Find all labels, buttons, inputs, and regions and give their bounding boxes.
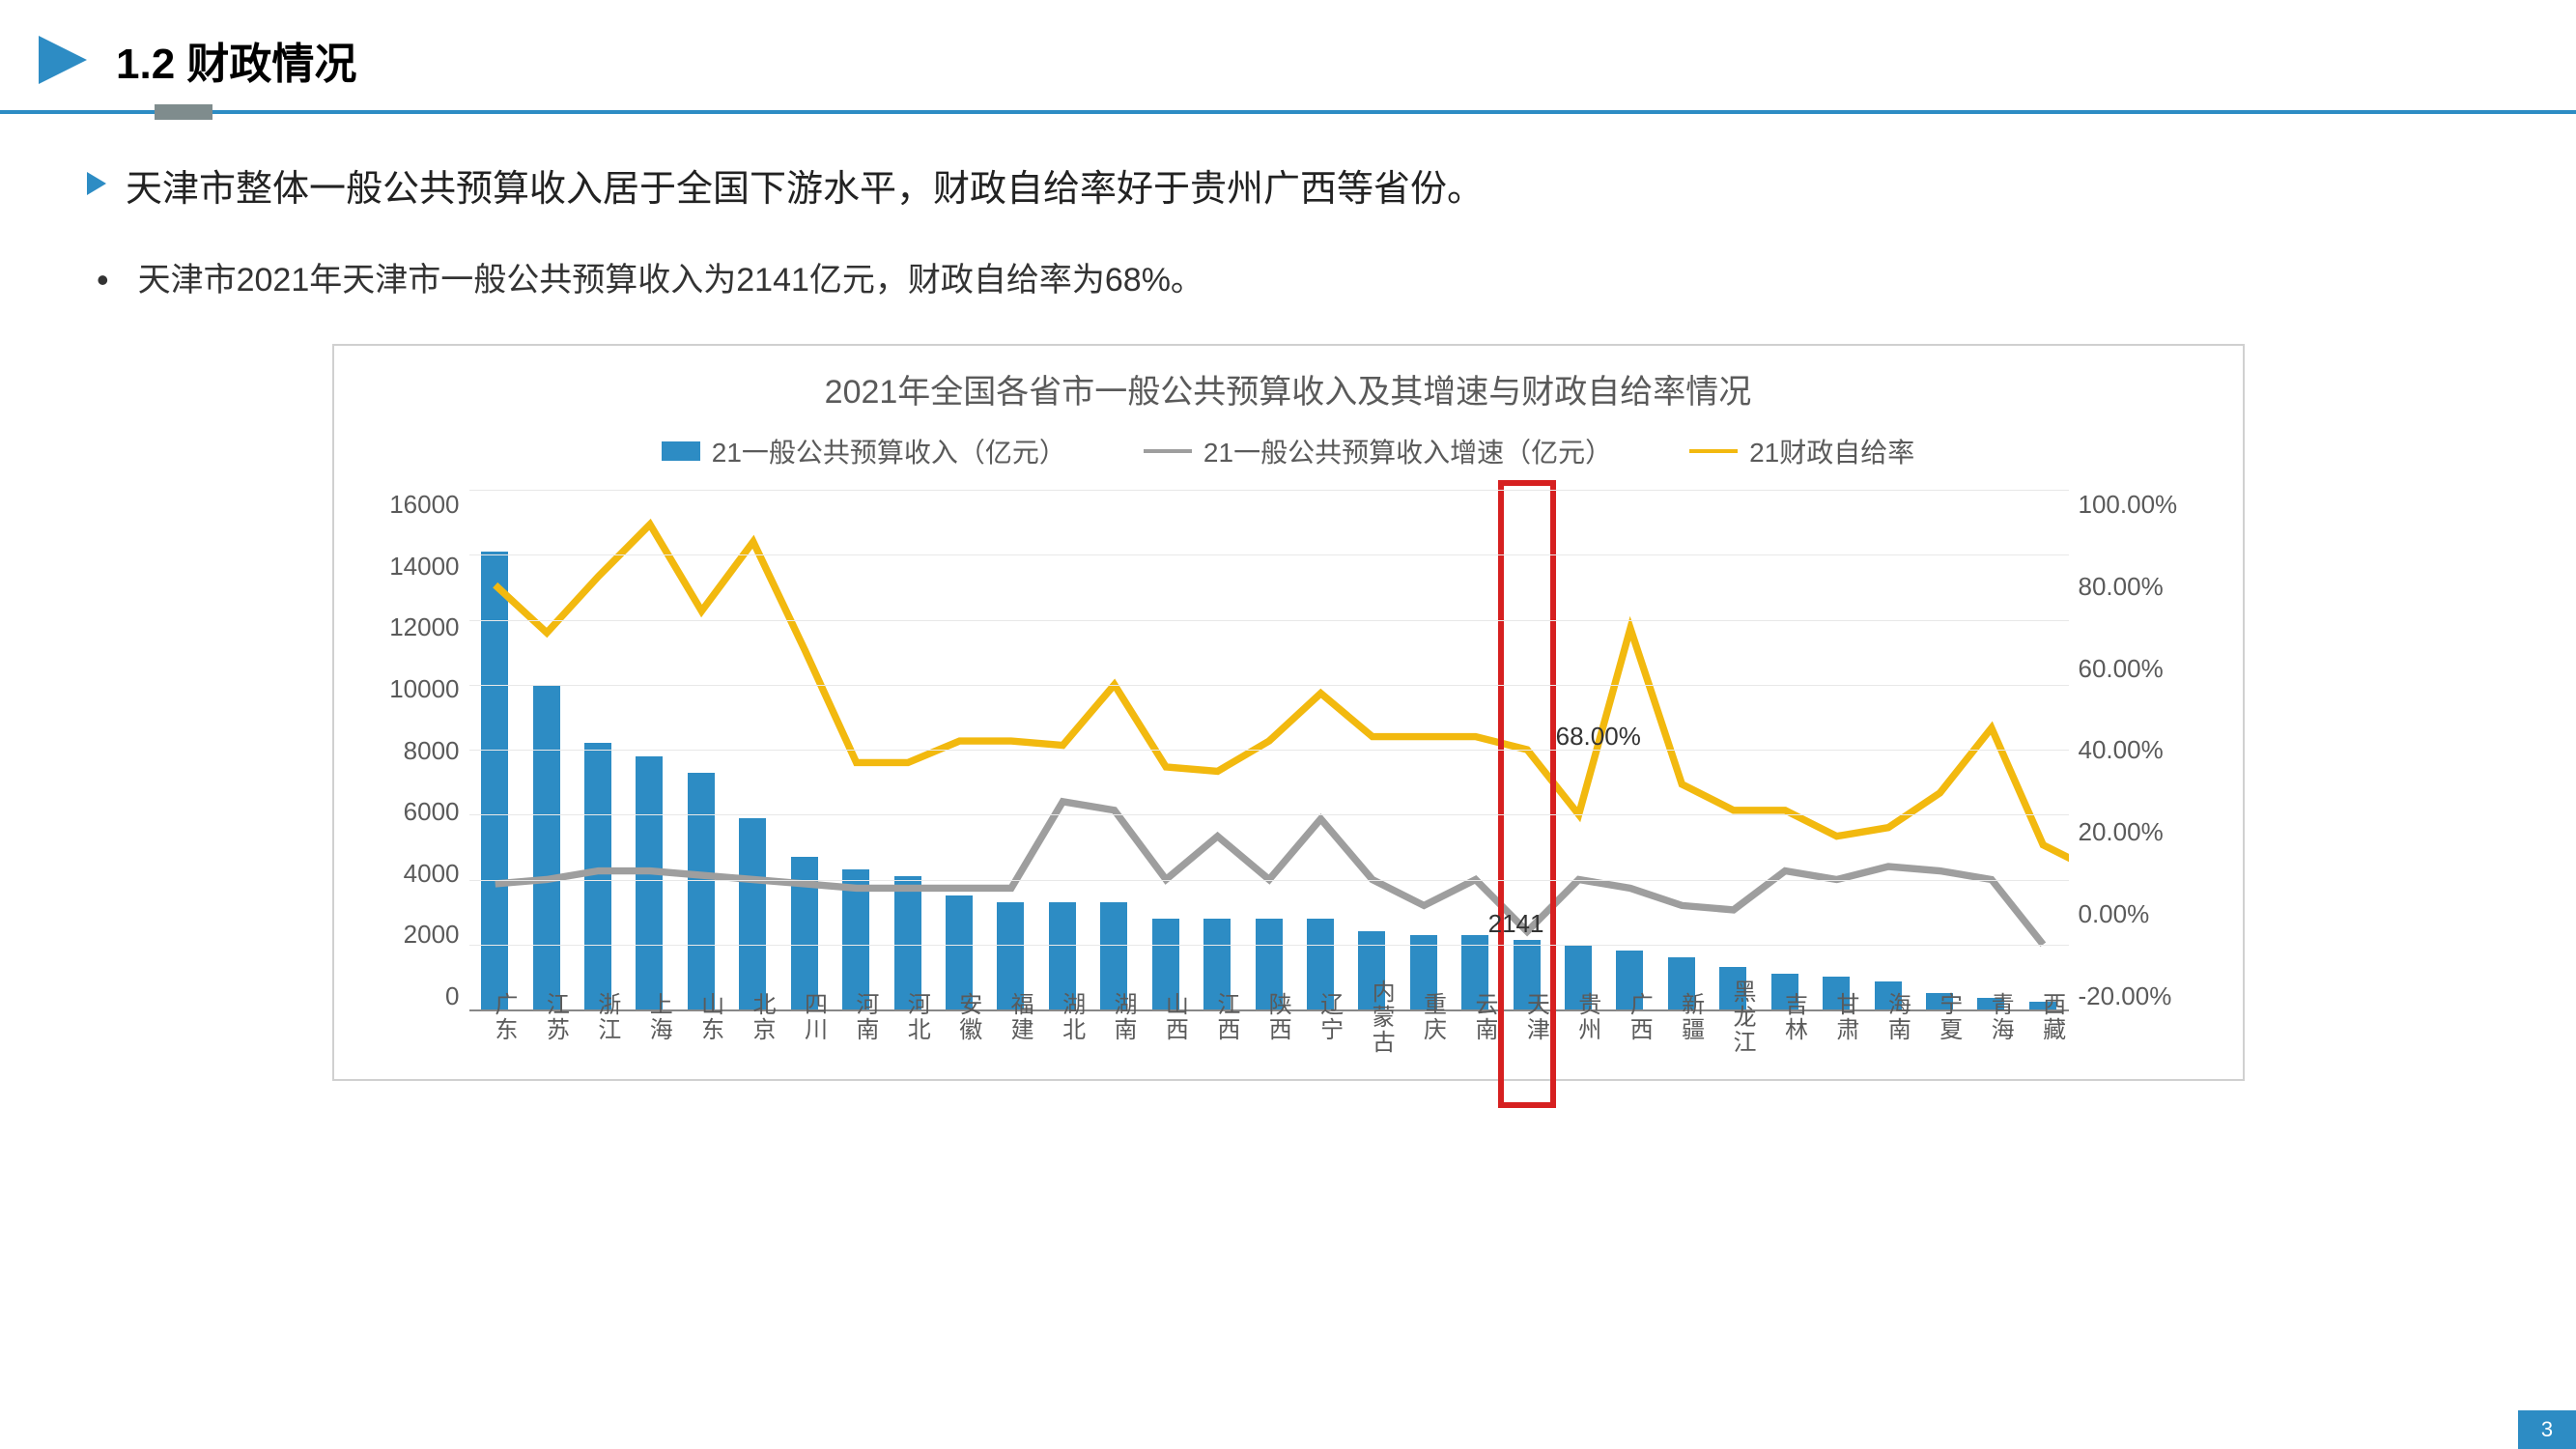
x-label: 山西	[1140, 972, 1191, 1055]
x-label: 重庆	[1398, 972, 1449, 1055]
grid-line	[469, 880, 2069, 881]
x-label: 贵州	[1552, 972, 1603, 1055]
y-right-tick: 40.00%	[2079, 735, 2214, 765]
x-label: 福建	[985, 972, 1036, 1055]
x-axis-labels: 广东江苏浙江上海山东北京四川河南河北安徽福建湖北湖南山西江西陕西辽宁内蒙古重庆云…	[469, 972, 2069, 1055]
y-right-tick: 100.00%	[2079, 490, 2214, 520]
x-label: 山东	[675, 972, 726, 1055]
x-label: 河南	[830, 972, 881, 1055]
x-label: 河北	[882, 972, 933, 1055]
y-left-tick: 2000	[363, 920, 460, 950]
y-right-tick: 80.00%	[2079, 572, 2214, 602]
y-axis-left: 16000 14000 12000 10000 8000 6000 4000 2000 0	[363, 490, 460, 1011]
x-label: 浙江	[572, 972, 623, 1055]
bullet-sub-row: • 天津市2021年天津市一般公共预算收入为2141亿元，财政自给率为68%。	[87, 256, 2489, 305]
chart-title: 2021年全国各省市一般公共预算收入及其增速与财政自给率情况	[363, 365, 2214, 412]
plot-inner: 68.00% 2141	[469, 490, 2069, 1011]
grid-line	[469, 814, 2069, 815]
bullet-main-row: 天津市整体一般公共预算收入居于全国下游水平，财政自给率好于贵州广西等省份。	[87, 162, 2489, 217]
x-label: 广东	[469, 972, 521, 1055]
legend-swatch-bar	[662, 441, 700, 461]
x-label: 青海	[1966, 972, 2017, 1055]
y-left-tick: 16000	[363, 490, 460, 520]
annotation-value: 2141	[1488, 909, 1544, 939]
bullet-sub-text: 天津市2021年天津市一般公共预算收入为2141亿元，财政自给率为68%。	[138, 256, 1203, 305]
grid-line	[469, 750, 2069, 751]
x-label: 新疆	[1656, 972, 1707, 1055]
bullet-main-text: 天津市整体一般公共预算收入居于全国下游水平，财政自给率好于贵州广西等省份。	[126, 162, 1484, 217]
legend-label-rate: 21财政自给率	[1749, 432, 1914, 470]
legend-swatch-rate	[1689, 449, 1738, 453]
chart-container: 2021年全国各省市一般公共预算收入及其增速与财政自给率情况 21一般公共预算收…	[332, 344, 2245, 1081]
header-title: 1.2 财政情况	[116, 29, 356, 91]
x-label: 黑龙江	[1708, 972, 1759, 1055]
x-label: 安徽	[933, 972, 984, 1055]
grid-line	[469, 554, 2069, 555]
y-axis-right: 100.00% 80.00% 60.00% 40.00% 20.00% 0.00% -20.…	[2079, 490, 2214, 1011]
x-label: 内蒙古	[1346, 972, 1398, 1055]
x-label: 江西	[1191, 972, 1242, 1055]
header-tab-decor	[155, 104, 212, 120]
annotation-rate: 68.00%	[1556, 722, 1641, 752]
grid-line	[469, 620, 2069, 621]
y-left-tick: 10000	[363, 674, 460, 704]
bullet-triangle-icon	[87, 172, 106, 195]
x-label: 西藏	[2017, 972, 2068, 1055]
x-label: 吉林	[1759, 972, 1810, 1055]
legend-swatch-growth	[1144, 449, 1192, 453]
y-left-tick: 4000	[363, 859, 460, 889]
grid-line	[469, 490, 2069, 491]
x-label: 湖北	[1036, 972, 1088, 1055]
y-left-tick: 14000	[363, 552, 460, 582]
grid-line	[469, 945, 2069, 946]
x-label: 上海	[624, 972, 675, 1055]
x-label: 甘肃	[1810, 972, 1861, 1055]
legend-label-growth: 21一般公共预算收入增速（亿元）	[1203, 432, 1612, 470]
header-triangle-icon	[39, 36, 87, 84]
x-label: 海南	[1862, 972, 1913, 1055]
header-divider	[0, 110, 2576, 114]
bullet-dot-icon: •	[97, 256, 109, 304]
grid-line	[469, 685, 2069, 686]
x-label: 陕西	[1243, 972, 1294, 1055]
slide-header: 1.2 财政情况	[0, 0, 2576, 110]
legend-item-bar: 21一般公共预算收入（亿元）	[662, 432, 1066, 470]
x-label: 云南	[1450, 972, 1501, 1055]
plot-area: 1600014000120001000080006000400020000 10…	[469, 490, 2069, 1050]
y-right-tick: 0.00%	[2079, 899, 2214, 929]
chart-legend: 21一般公共预算收入（亿元） 21一般公共预算收入增速（亿元） 21财政自给率	[363, 432, 2214, 470]
x-label: 宁夏	[1913, 972, 1965, 1055]
legend-label-bar: 21一般公共预算收入（亿元）	[712, 432, 1066, 470]
y-right-tick: -20.00%	[2079, 981, 2214, 1011]
x-label: 四川	[778, 972, 830, 1055]
x-label: 天津	[1501, 972, 1552, 1055]
y-left-tick: 0	[363, 981, 460, 1011]
y-right-tick: 20.00%	[2079, 817, 2214, 847]
x-label: 广西	[1604, 972, 1656, 1055]
y-left-tick: 6000	[363, 797, 460, 827]
x-label: 江苏	[521, 972, 572, 1055]
x-label: 北京	[727, 972, 778, 1055]
x-label: 湖南	[1089, 972, 1140, 1055]
legend-item-growth: 21一般公共预算收入增速（亿元）	[1144, 432, 1612, 470]
y-left-tick: 12000	[363, 612, 460, 642]
legend-item-rate: 21财政自给率	[1689, 432, 1914, 470]
x-label: 辽宁	[1294, 972, 1345, 1055]
page-number: 3	[2518, 1410, 2576, 1449]
y-left-tick: 8000	[363, 736, 460, 766]
y-right-tick: 60.00%	[2079, 654, 2214, 684]
chart-line	[495, 525, 2068, 871]
content-area: 天津市整体一般公共预算收入居于全国下游水平，财政自给率好于贵州广西等省份。 • …	[0, 114, 2576, 1081]
